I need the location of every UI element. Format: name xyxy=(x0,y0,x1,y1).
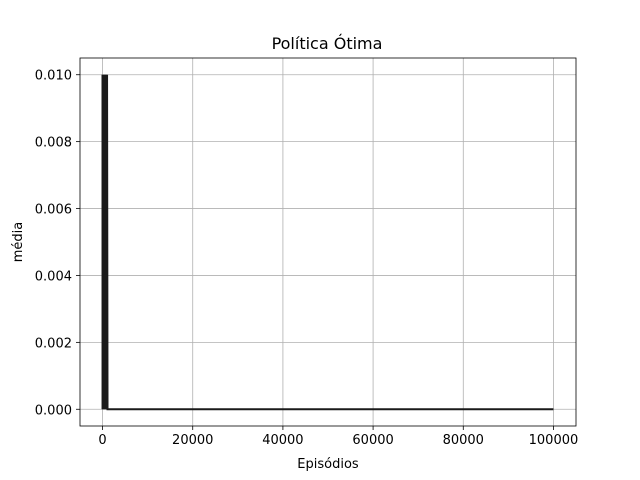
x-tick-label: 20000 xyxy=(172,433,213,448)
series-line xyxy=(101,74,554,411)
y-tick-label: 0.000 xyxy=(35,403,72,418)
y-tick-label: 0.008 xyxy=(35,136,72,151)
series-dense-band xyxy=(101,74,108,410)
x-tick-label: 60000 xyxy=(352,433,393,448)
grid xyxy=(80,58,576,426)
plot-frame xyxy=(79,57,577,427)
x-axis-label: Episódios xyxy=(297,457,359,472)
x-tick-label: 0 xyxy=(98,433,106,448)
x-axis-ticks: 0 20000 40000 60000 80000 100000 xyxy=(98,426,578,448)
chart-title: Política Ótima xyxy=(272,34,383,53)
y-tick-label: 0.002 xyxy=(35,336,72,351)
y-axis-label: média xyxy=(11,222,26,263)
y-tick-label: 0.010 xyxy=(35,69,72,84)
series-layer xyxy=(101,74,554,411)
x-tick-label: 40000 xyxy=(262,433,303,448)
x-tick-label: 100000 xyxy=(529,433,579,448)
y-axis-ticks: 0.000 0.002 0.004 0.006 0.008 0.010 xyxy=(35,69,80,418)
y-tick-label: 0.006 xyxy=(35,203,72,218)
x-tick-label: 80000 xyxy=(443,433,484,448)
y-tick-label: 0.004 xyxy=(35,269,72,284)
